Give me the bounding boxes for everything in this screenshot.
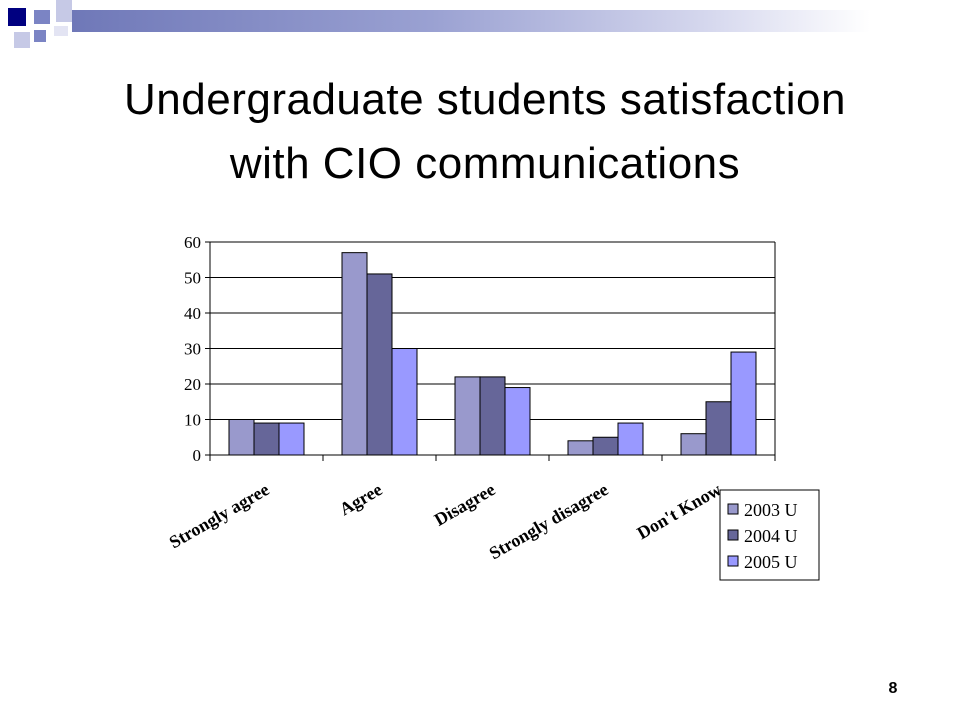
- x-tick-label: Strongly agree: [166, 479, 273, 552]
- title-line-1: Undergraduate students satisfaction: [124, 75, 846, 124]
- page-number: 8: [888, 680, 898, 697]
- bar: [278, 422, 305, 456]
- corner-square-blue-2: [34, 30, 46, 42]
- y-tick-label: 10: [184, 411, 201, 430]
- bar: [567, 440, 594, 456]
- bar: [228, 419, 255, 456]
- bar: [253, 422, 280, 456]
- legend-label: 2004 U: [744, 526, 798, 546]
- bar: [705, 401, 732, 456]
- legend-swatch: [727, 529, 739, 541]
- bar: [680, 433, 707, 456]
- y-tick-label: 60: [184, 233, 201, 252]
- corner-square-blue: [34, 10, 50, 24]
- y-tick-label: 20: [184, 375, 201, 394]
- y-tick-label: 0: [193, 446, 202, 465]
- bar: [479, 376, 506, 456]
- corner-square-light: [56, 0, 72, 22]
- legend-swatch: [727, 503, 739, 515]
- y-tick-label: 40: [184, 304, 201, 323]
- y-tick-label: 30: [184, 340, 201, 359]
- corner-square-light-2: [14, 32, 30, 48]
- corner-square-light-3: [54, 26, 68, 36]
- x-tick-label: Strongly disagree: [486, 479, 612, 563]
- legend-label: 2003 U: [744, 500, 798, 520]
- y-tick-label: 50: [184, 269, 201, 288]
- title-line-2: with CIO communications: [229, 139, 741, 188]
- x-tick-label: Disagree: [431, 479, 499, 530]
- bar: [592, 436, 619, 456]
- legend-label: 2005 U: [744, 552, 798, 572]
- header-bar: [72, 10, 870, 32]
- legend-swatch: [727, 555, 739, 567]
- bar: [341, 252, 368, 456]
- bar: [391, 348, 418, 456]
- bar: [366, 273, 393, 456]
- bar: [730, 351, 757, 456]
- x-tick-label: Agree: [336, 479, 386, 519]
- bar: [504, 387, 531, 456]
- bar: [454, 376, 481, 456]
- corner-square-navy: [8, 8, 26, 26]
- bar: [617, 422, 644, 456]
- page-title: Undergraduate students satisfaction with…: [40, 68, 930, 196]
- x-tick-label: Don't Know: [634, 479, 725, 543]
